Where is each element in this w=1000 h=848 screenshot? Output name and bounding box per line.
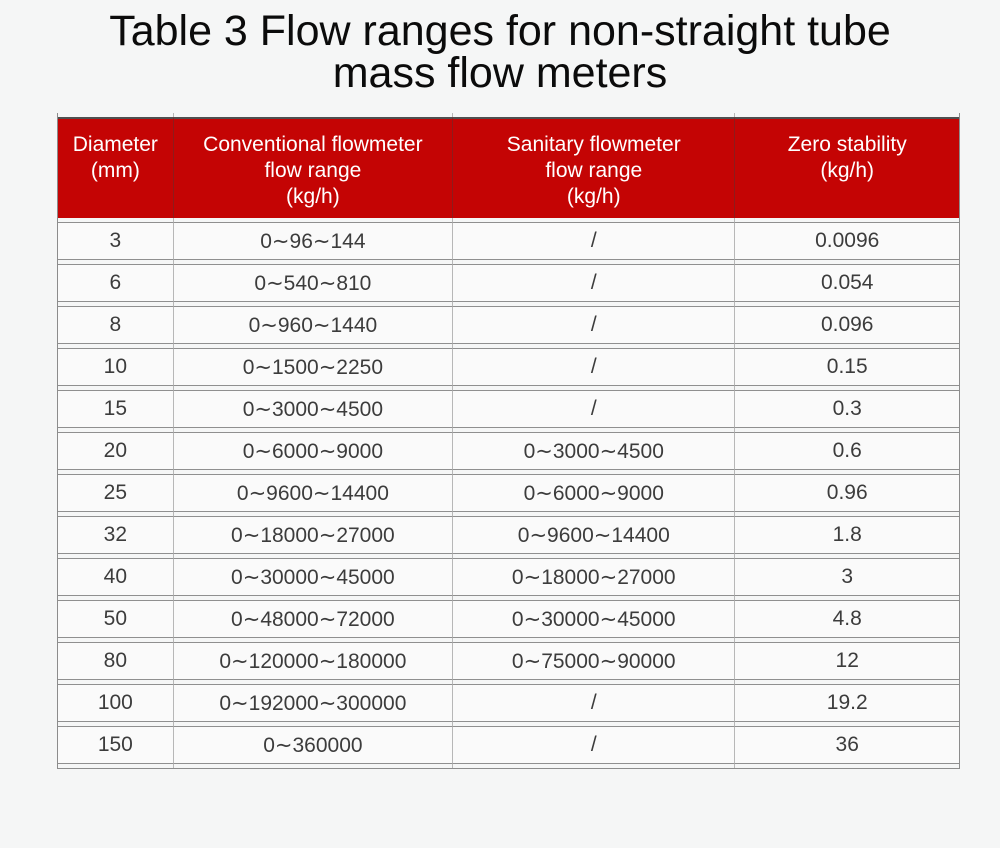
table-row: 6 0∼540∼810 / 0.054 bbox=[58, 264, 959, 302]
cell-diameter: 6 bbox=[58, 264, 173, 302]
cell-sanitary-flow-range: 0∼75000∼90000 bbox=[452, 642, 735, 680]
header-row: Diameter (mm) Conventional flowmeter flo… bbox=[58, 117, 959, 218]
cell-sanitary-flow-range: 0∼3000∼4500 bbox=[452, 432, 735, 470]
cell-zero-stability: 0.0096 bbox=[734, 222, 959, 260]
table-row: 50 0∼48000∼72000 0∼30000∼45000 4.8 bbox=[58, 600, 959, 638]
table-row: 80 0∼120000∼180000 0∼75000∼90000 12 bbox=[58, 642, 959, 680]
table-row: 20 0∼6000∼9000 0∼3000∼4500 0.6 bbox=[58, 432, 959, 470]
cell-conventional-flow-range: 0∼30000∼45000 bbox=[172, 558, 453, 596]
table-row: 10 0∼1500∼2250 / 0.15 bbox=[58, 348, 959, 386]
cell-zero-stability: 1.8 bbox=[734, 516, 959, 554]
flow-ranges-table: Diameter (mm) Conventional flowmeter flo… bbox=[57, 113, 960, 769]
cell-diameter: 150 bbox=[58, 726, 173, 764]
cell-conventional-flow-range: 0∼120000∼180000 bbox=[172, 642, 453, 680]
cell-conventional-flow-range: 0∼540∼810 bbox=[172, 264, 453, 302]
table-row: 25 0∼9600∼14400 0∼6000∼9000 0.96 bbox=[58, 474, 959, 512]
cell-conventional-flow-range: 0∼9600∼14400 bbox=[172, 474, 453, 512]
cell-sanitary-flow-range: 0∼18000∼27000 bbox=[452, 558, 735, 596]
cell-diameter: 20 bbox=[58, 432, 173, 470]
page-title: Table 3 Flow ranges for non-straight tub… bbox=[0, 0, 1000, 97]
table-row: 100 0∼192000∼300000 / 19.2 bbox=[58, 684, 959, 722]
column-header-sanitary-flow-range: Sanitary flowmeter flow range (kg/h) bbox=[452, 117, 735, 218]
cell-zero-stability: 3 bbox=[734, 558, 959, 596]
cell-diameter: 100 bbox=[58, 684, 173, 722]
cell-sanitary-flow-range: 0∼6000∼9000 bbox=[452, 474, 735, 512]
page-title-line-1: Table 3 Flow ranges for non-straight tub… bbox=[109, 7, 891, 55]
column-header-diameter: Diameter (mm) bbox=[58, 117, 173, 218]
page-title-line-2: mass flow meters bbox=[332, 49, 668, 97]
table-row: 15 0∼3000∼4500 / 0.3 bbox=[58, 390, 959, 428]
cell-conventional-flow-range: 0∼960∼1440 bbox=[172, 306, 453, 344]
cell-sanitary-flow-range: / bbox=[452, 222, 735, 260]
cell-zero-stability: 4.8 bbox=[734, 600, 959, 638]
cell-diameter: 40 bbox=[58, 558, 173, 596]
table-row: 32 0∼18000∼27000 0∼9600∼14400 1.8 bbox=[58, 516, 959, 554]
cell-sanitary-flow-range: / bbox=[452, 306, 735, 344]
cell-conventional-flow-range: 0∼3000∼4500 bbox=[172, 390, 453, 428]
cell-sanitary-flow-range: / bbox=[452, 390, 735, 428]
table-row: 3 0∼96∼144 / 0.0096 bbox=[58, 222, 959, 260]
cell-diameter: 25 bbox=[58, 474, 173, 512]
cell-zero-stability: 36 bbox=[734, 726, 959, 764]
table-row: 8 0∼960∼1440 / 0.096 bbox=[58, 306, 959, 344]
cell-diameter: 10 bbox=[58, 348, 173, 386]
cell-conventional-flow-range: 0∼6000∼9000 bbox=[172, 432, 453, 470]
cell-conventional-flow-range: 0∼48000∼72000 bbox=[172, 600, 453, 638]
cell-sanitary-flow-range: 0∼30000∼45000 bbox=[452, 600, 735, 638]
cell-zero-stability: 12 bbox=[734, 642, 959, 680]
cell-zero-stability: 0.15 bbox=[734, 348, 959, 386]
cell-sanitary-flow-range: / bbox=[452, 348, 735, 386]
cell-sanitary-flow-range: / bbox=[452, 684, 735, 722]
cell-conventional-flow-range: 0∼18000∼27000 bbox=[172, 516, 453, 554]
cell-zero-stability: 0.6 bbox=[734, 432, 959, 470]
cell-conventional-flow-range: 0∼1500∼2250 bbox=[172, 348, 453, 386]
column-header-zero-stability: Zero stability (kg/h) bbox=[734, 117, 959, 218]
cell-diameter: 50 bbox=[58, 600, 173, 638]
cell-conventional-flow-range: 0∼192000∼300000 bbox=[172, 684, 453, 722]
cell-sanitary-flow-range: 0∼9600∼14400 bbox=[452, 516, 735, 554]
cell-zero-stability: 0.96 bbox=[734, 474, 959, 512]
cell-conventional-flow-range: 0∼96∼144 bbox=[172, 222, 453, 260]
table-row: 150 0∼360000 / 36 bbox=[58, 726, 959, 764]
cell-diameter: 8 bbox=[58, 306, 173, 344]
cell-zero-stability: 19.2 bbox=[734, 684, 959, 722]
column-header-conventional-flow-range: Conventional flowmeter flow range (kg/h) bbox=[172, 117, 453, 218]
table-row: 40 0∼30000∼45000 0∼18000∼27000 3 bbox=[58, 558, 959, 596]
cell-diameter: 3 bbox=[58, 222, 173, 260]
cell-conventional-flow-range: 0∼360000 bbox=[172, 726, 453, 764]
cell-zero-stability: 0.3 bbox=[734, 390, 959, 428]
cell-zero-stability: 0.054 bbox=[734, 264, 959, 302]
cell-zero-stability: 0.096 bbox=[734, 306, 959, 344]
cell-diameter: 32 bbox=[58, 516, 173, 554]
cell-diameter: 15 bbox=[58, 390, 173, 428]
cell-diameter: 80 bbox=[58, 642, 173, 680]
cell-sanitary-flow-range: / bbox=[452, 264, 735, 302]
cell-sanitary-flow-range: / bbox=[452, 726, 735, 764]
